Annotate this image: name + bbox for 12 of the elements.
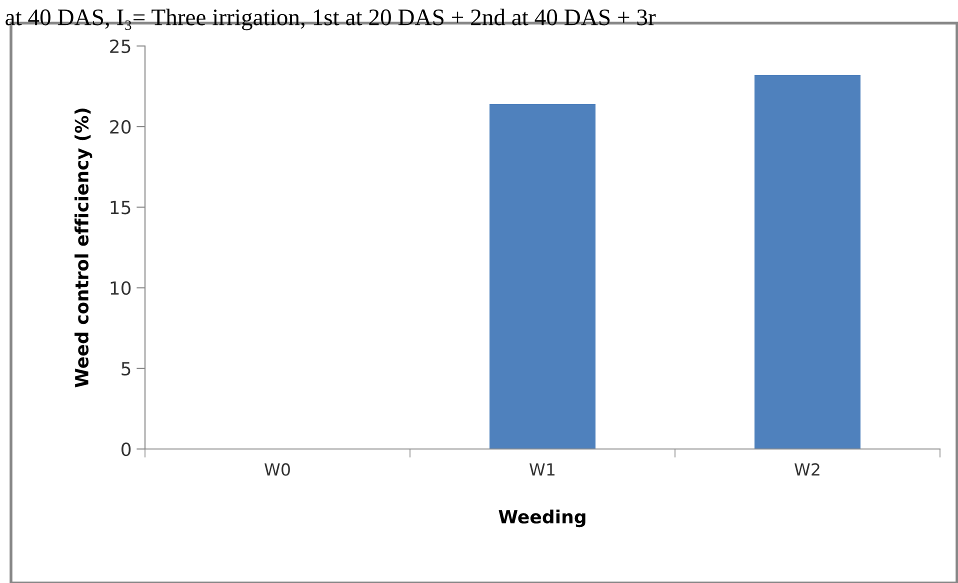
y-tick-label: 20	[110, 120, 131, 134]
x-tick-label: W0	[264, 463, 290, 476]
text: at 40 DAS, I₃= Three irrigation, 1st at 20 DAS + 2nd at 40 DAS + 3r	[6, 8, 656, 30]
y-axis-title: Weed control efficiency (%)	[74, 108, 92, 388]
x-tick-label: W2	[794, 463, 820, 476]
y-tick-label: 10	[110, 281, 131, 295]
y-tick-label: 25	[110, 39, 130, 54]
x-axis-title: Weeding	[498, 510, 586, 528]
y-tick-label: 15	[110, 200, 130, 214]
y-tick-label: 5	[122, 362, 130, 376]
y-tick-label: 0	[122, 442, 131, 456]
x-tick-label: W1	[530, 463, 555, 476]
